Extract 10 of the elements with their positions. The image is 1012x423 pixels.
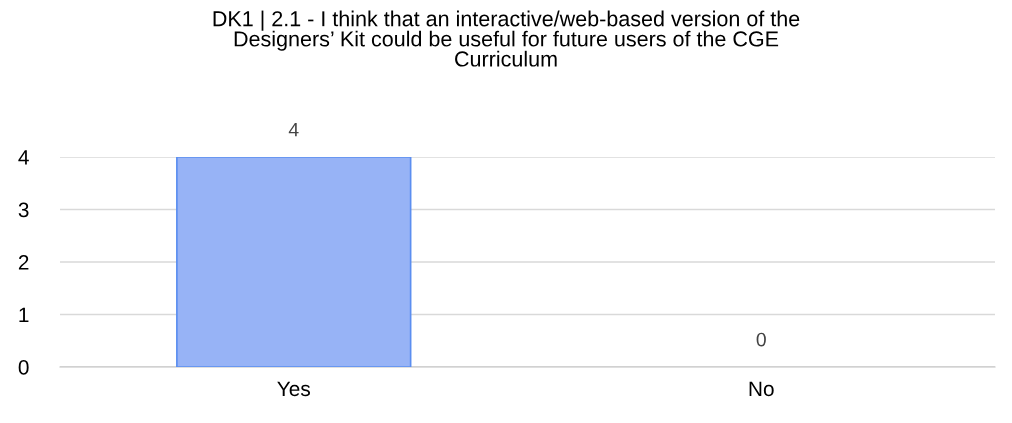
x-tick-label: No (749, 381, 774, 397)
chart-title: DK1 | 2.1 - I think that an interactive/web-based version of the Designers’ Kit could be useful for future users of the CGE Curriculum (213, 10, 800, 67)
y-tick-label: 3 (18, 202, 29, 218)
y-tick-label: 2 (18, 255, 29, 270)
data-label: 0 (756, 332, 766, 347)
y-tick-label: 1 (19, 307, 29, 323)
x-tick-label: Yes (277, 381, 310, 397)
data-label: 4 (288, 122, 299, 137)
y-tick-label: 0 (18, 360, 29, 375)
y-tick-label: 4 (18, 150, 29, 165)
